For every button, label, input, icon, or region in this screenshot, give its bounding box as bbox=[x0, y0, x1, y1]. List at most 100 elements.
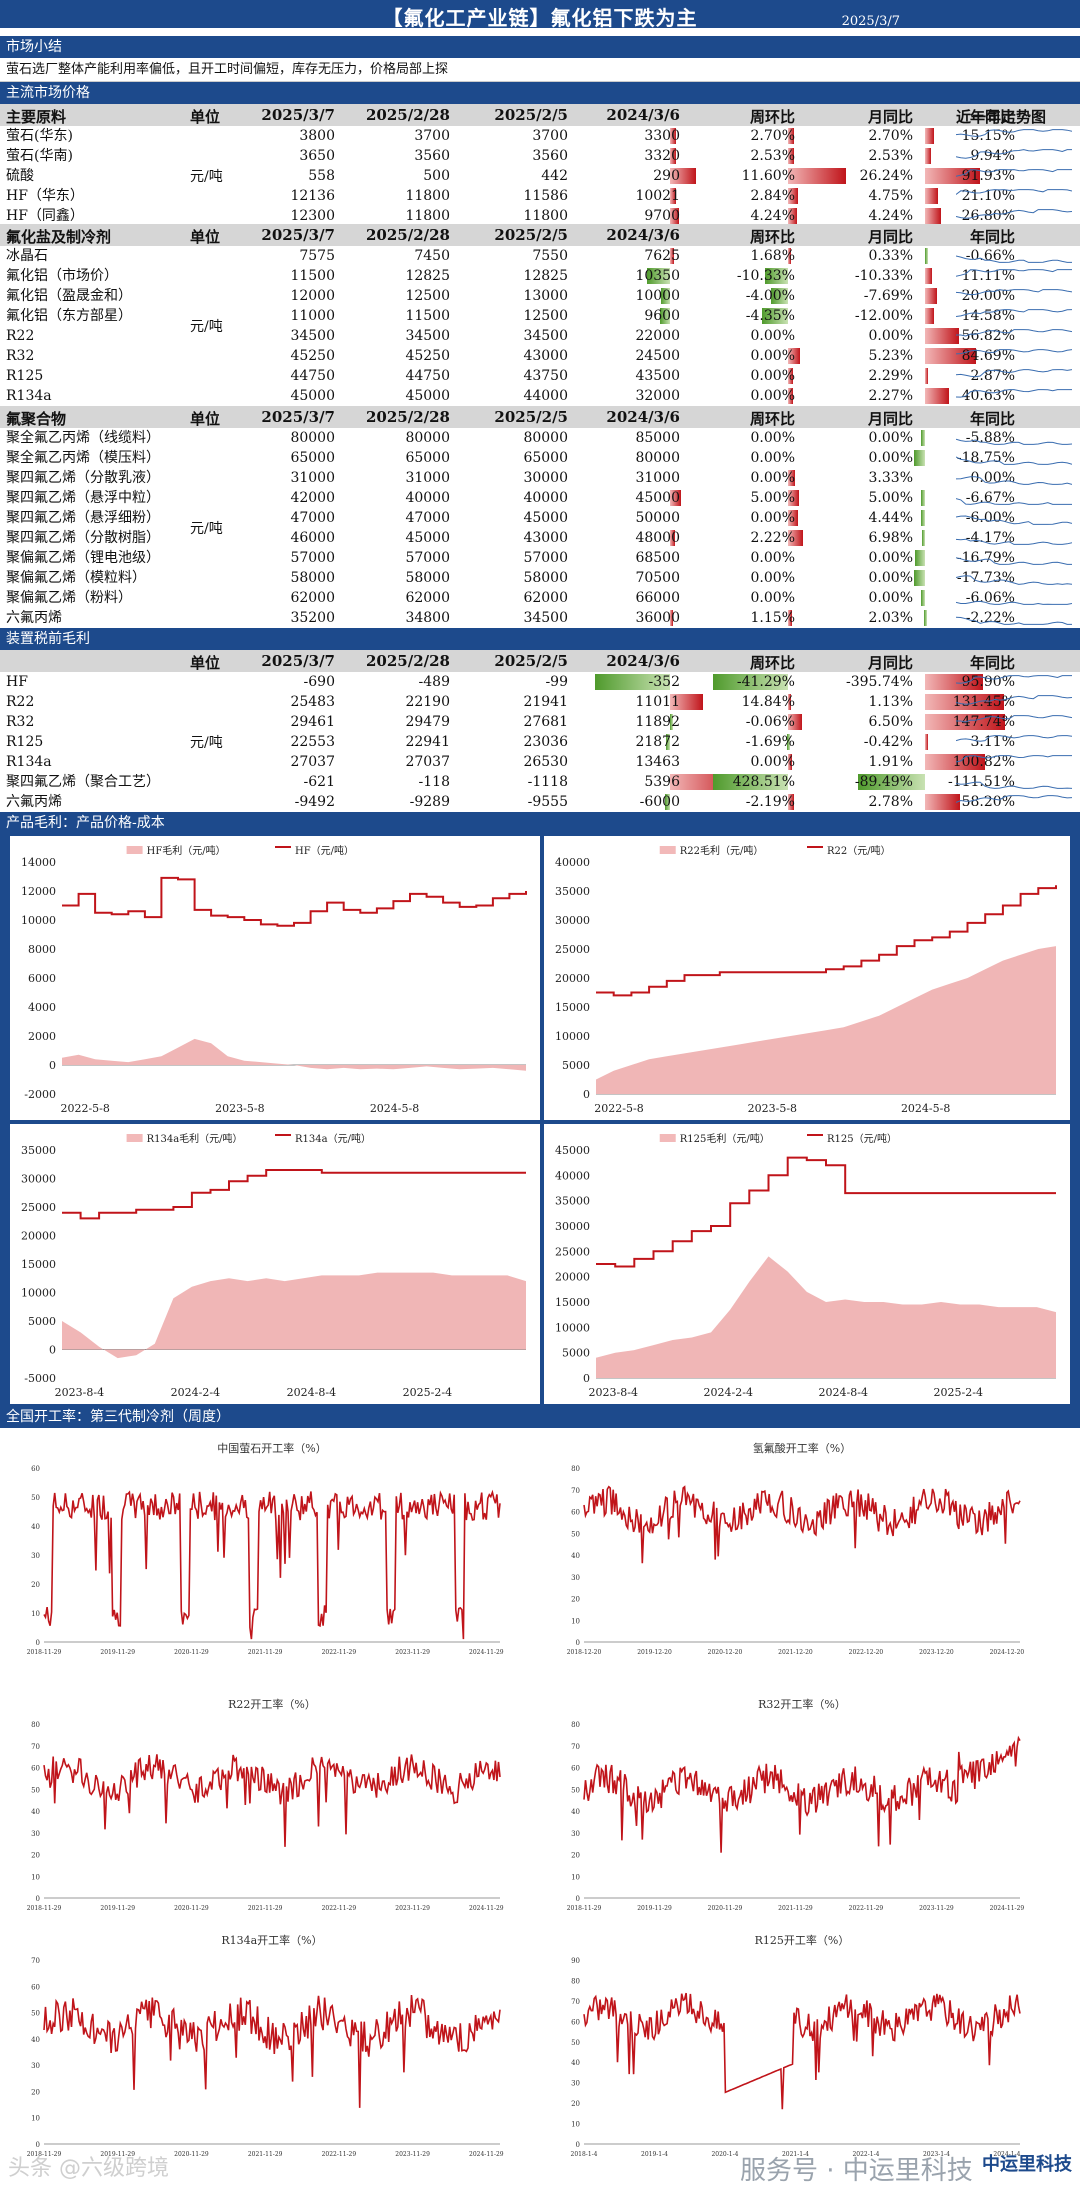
change-bar bbox=[858, 774, 925, 790]
row-value: 0.00% bbox=[750, 754, 795, 770]
row-value: -4.17% bbox=[965, 530, 1015, 546]
column-header: 2025/2/28 bbox=[365, 408, 450, 426]
row-value: 27681 bbox=[523, 714, 568, 730]
change-bar bbox=[925, 674, 983, 690]
y-tick-label: 60 bbox=[31, 1465, 40, 1473]
row-value: -0.06% bbox=[745, 714, 795, 730]
margin-area bbox=[596, 1256, 1056, 1378]
unit-head: 单位 bbox=[190, 228, 221, 246]
table-row: HF -690 -489 -99 -352 -41.29% -395.74% 95.90% bbox=[0, 672, 1080, 692]
unit-label: 元/吨 bbox=[190, 319, 223, 335]
row-label: 氟化铝（东方部星） bbox=[6, 308, 132, 324]
y-tick-label: 20 bbox=[571, 1596, 580, 1604]
row-label: 萤石(华东) bbox=[6, 128, 73, 144]
y-tick-label: 60 bbox=[571, 2018, 580, 2026]
change-bar bbox=[788, 208, 798, 224]
change-bar bbox=[788, 490, 799, 506]
row-value: 7450 bbox=[414, 248, 450, 264]
sparkline bbox=[956, 755, 1072, 763]
row-value: 3560 bbox=[414, 148, 450, 164]
y-tick-label: 10 bbox=[31, 1873, 40, 1881]
legend-swatch bbox=[659, 846, 676, 854]
row-value: 40000 bbox=[405, 490, 450, 506]
row-value: 7575 bbox=[299, 248, 335, 264]
row-value: 32000 bbox=[635, 388, 680, 404]
change-bar bbox=[921, 590, 925, 606]
row-label: R125 bbox=[6, 734, 44, 750]
x-tick-label: 2019-11-29 bbox=[100, 1905, 135, 1912]
change-bar bbox=[669, 714, 673, 730]
row-value: 0.33% bbox=[868, 248, 913, 264]
row-value: 30000 bbox=[523, 470, 568, 486]
row-value: 2.70% bbox=[868, 128, 913, 144]
change-bar bbox=[925, 754, 986, 770]
row-value: 0.00% bbox=[750, 570, 795, 586]
table-row: R32 29461 29479 27681 11892 -0.06% 6.50% 147.74… bbox=[0, 712, 1080, 732]
row-value: 65000 bbox=[290, 450, 335, 466]
row-value: 0.00% bbox=[750, 590, 795, 606]
row-label: R32 bbox=[6, 348, 35, 364]
row-value: -6.06% bbox=[965, 590, 1015, 606]
y-tick-label: 20 bbox=[31, 2088, 40, 2096]
y-tick-label: -2000 bbox=[24, 1088, 56, 1101]
change-bar bbox=[788, 470, 796, 486]
row-label: 聚四氟乙烯（分散乳液） bbox=[6, 470, 160, 486]
y-tick-label: 50 bbox=[571, 1786, 580, 1794]
column-header: 月同比 bbox=[867, 228, 913, 246]
column-header: 周环比 bbox=[749, 228, 795, 246]
y-tick-label: 50 bbox=[31, 1494, 40, 1502]
row-value: 31000 bbox=[405, 470, 450, 486]
row-label: R32 bbox=[6, 714, 35, 730]
row-label: 冰晶石 bbox=[6, 248, 48, 264]
row-value: 62000 bbox=[523, 590, 568, 606]
row-value: 85000 bbox=[635, 430, 680, 446]
row-value: -41.29% bbox=[736, 674, 795, 690]
table-header: 氟聚合物 单位 2025/3/7 2025/2/28 2025/2/5 2024/3/6 周… bbox=[0, 406, 1080, 428]
row-value: 2.22% bbox=[750, 530, 795, 546]
x-tick-label: 2018-11-29 bbox=[27, 1649, 62, 1656]
row-value: 0.00% bbox=[868, 328, 913, 344]
change-bar bbox=[788, 388, 793, 404]
y-tick-label: 70 bbox=[31, 1743, 40, 1751]
row-value: -4.00% bbox=[745, 288, 795, 304]
row-value: 21.10% bbox=[961, 188, 1015, 204]
legend-label: HF毛利（元/吨） bbox=[147, 844, 226, 857]
table-row: 聚四氟乙烯（分散树脂） 46000 45000 43000 48000 2.22% 6.98… bbox=[0, 528, 1080, 548]
row-value: -9492 bbox=[294, 794, 335, 810]
change-bar bbox=[925, 694, 1004, 710]
x-tick-label: 2022-5-8 bbox=[60, 1102, 109, 1115]
y-tick-label: 10 bbox=[31, 1610, 40, 1618]
y-tick-label: 15000 bbox=[555, 1296, 590, 1309]
row-label: R134a bbox=[6, 754, 52, 770]
legend-label: HF（元/吨） bbox=[295, 844, 354, 857]
legend-swatch bbox=[126, 846, 143, 854]
row-value: 48000 bbox=[635, 530, 680, 546]
sparkline bbox=[956, 675, 1072, 684]
y-tick-label: 20 bbox=[571, 2100, 580, 2108]
legend-swatch bbox=[659, 1134, 676, 1142]
row-value: 11586 bbox=[523, 188, 568, 204]
x-tick-label: 2020-12-20 bbox=[708, 1649, 743, 1656]
column-header: 2025/2/5 bbox=[494, 652, 568, 670]
row-value: 43750 bbox=[523, 368, 568, 384]
x-tick-label: 2021-11-29 bbox=[778, 1905, 813, 1912]
row-value: 9700 bbox=[644, 208, 680, 224]
rate-panel: R22开工率（%） 0 10 20 30 40 50 60 70 80 2018-11-29 2019… bbox=[20, 1696, 540, 1926]
legend-label: R125毛利（元/吨） bbox=[680, 1132, 770, 1145]
sparkline bbox=[956, 575, 1072, 585]
row-value: 26.80% bbox=[961, 208, 1015, 224]
change-bar bbox=[788, 168, 846, 184]
row-value: 0.00% bbox=[868, 550, 913, 566]
change-bar bbox=[925, 328, 960, 344]
x-tick-label: 2024-5-8 bbox=[370, 1102, 419, 1115]
chart-title: 氢氟酸开工率（%） bbox=[753, 1441, 851, 1455]
change-bar bbox=[788, 148, 794, 164]
x-tick-label: 2025-2-4 bbox=[403, 1386, 452, 1399]
rate-panel: R32开工率（%） 0 10 20 30 40 50 60 70 80 2018-11-29 2019… bbox=[560, 1696, 1060, 1926]
table-row: 氟化铝（盈晟金和） 12000 12500 13000 10000 -4.00% -7.69… bbox=[0, 286, 1080, 306]
y-tick-label: 20 bbox=[571, 1852, 580, 1860]
legend-label: R134a（元/吨） bbox=[295, 1132, 371, 1145]
y-tick-label: 20 bbox=[31, 1852, 40, 1860]
y-tick-label: 40 bbox=[571, 2059, 580, 2067]
row-value: 45250 bbox=[405, 348, 450, 364]
